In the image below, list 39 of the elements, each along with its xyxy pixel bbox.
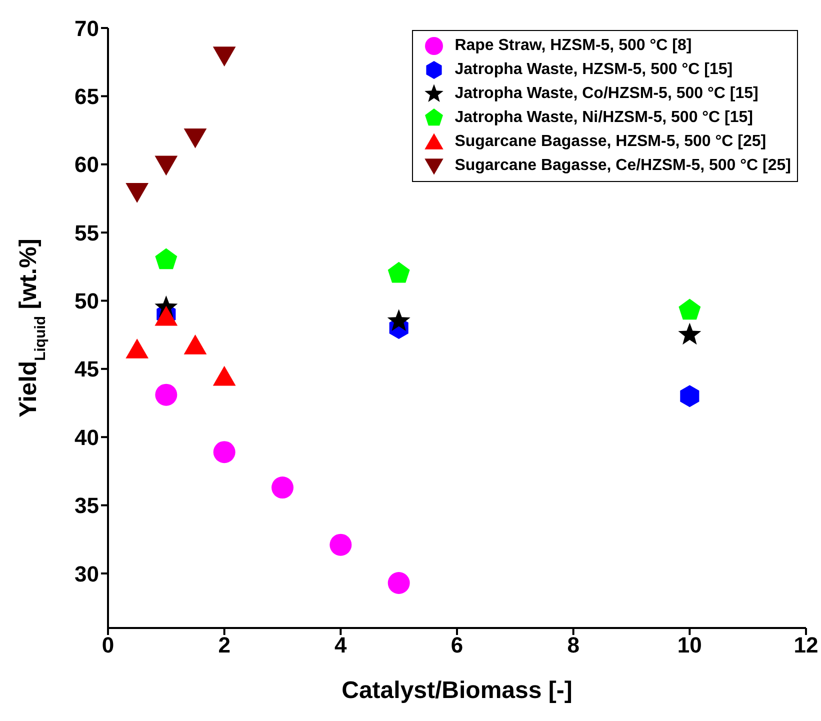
point [680,385,700,408]
point [212,366,236,386]
x-tick-label: 6 [450,632,464,658]
point [678,298,701,320]
x-tick-label: 4 [334,632,348,658]
y-tick-label: 40 [74,424,99,450]
x-tick-label: 12 [794,632,818,658]
y-tick-label: 30 [74,561,99,586]
x-tick-label: 8 [567,632,580,658]
y-tick-label: 70 [74,16,99,41]
y-tick-label: 45 [74,356,99,382]
y-tick-label: 55 [74,220,99,246]
legend-label: Rape Straw, HZSM-5, 500 °C [8] [454,37,692,55]
point [678,322,702,345]
point [126,338,149,358]
point [212,46,236,66]
legend-label: Sugarcane Bagasse, Ce/HZSM-5, 500 °C [25] [454,157,791,175]
point [387,309,410,331]
legend-label: Jatropha Waste, Ni/HZSM-5, 500 °C [15] [454,109,754,127]
point [213,441,236,464]
legend-label: Jatropha Waste, Co/HZSM-5, 500 °C [15] [454,85,758,103]
point [155,384,178,406]
y-tick-label: 35 [74,493,99,518]
y-tick-label: 50 [74,288,99,314]
point [330,534,352,556]
x-axis-title: Catalyst/Biomass [-] [342,677,572,704]
point [155,248,178,270]
legend-label: Sugarcane Bagasse, HZSM-5, 500 °C [25] [454,133,766,151]
point [272,476,294,499]
legend-label: Jatropha Waste, HZSM-5, 500 °C [15] [454,61,733,79]
point [184,334,207,354]
x-tick-label: 2 [218,632,230,658]
point [388,572,410,594]
x-tick-label: 10 [677,632,702,658]
point [388,262,410,283]
y-tick-label: 65 [74,84,99,109]
x-tick-label: 0 [102,632,114,658]
y-tick-label: 60 [74,152,99,178]
point [184,128,207,148]
